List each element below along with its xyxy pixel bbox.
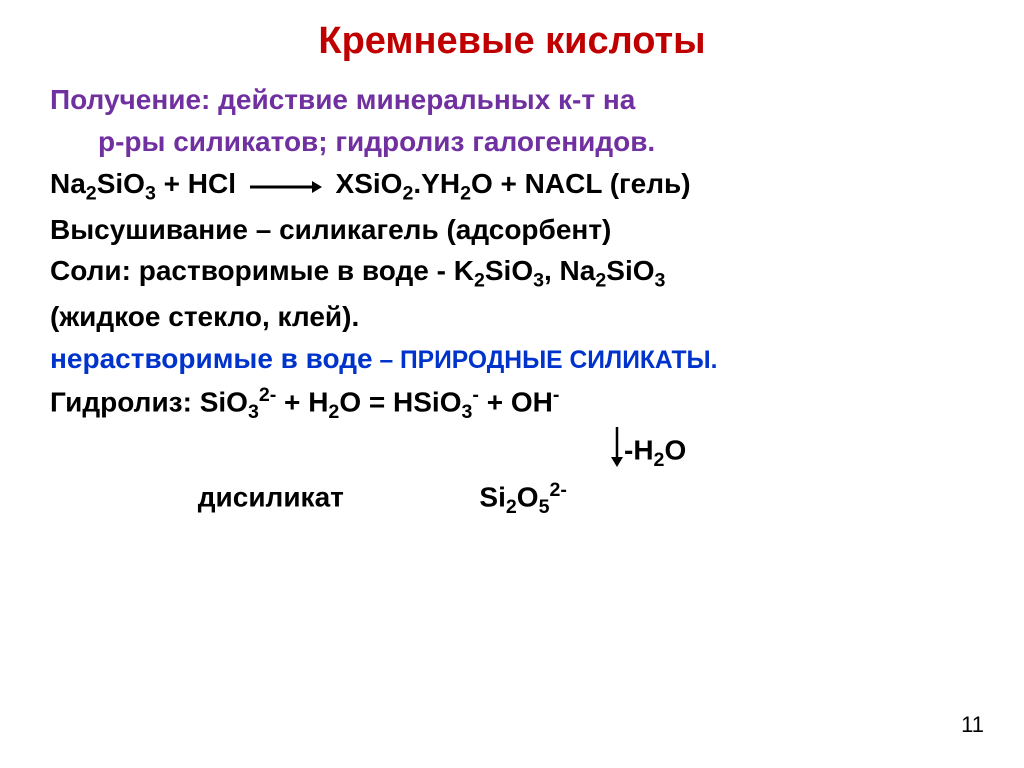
sub-5-a: 5 bbox=[539, 496, 550, 518]
text-o5: O bbox=[517, 482, 539, 513]
down-arrow-icon bbox=[610, 427, 624, 477]
sub-2-h: 2 bbox=[506, 496, 517, 518]
text-glass: (жидкое стекло, клей). bbox=[50, 301, 359, 332]
text-hyd-3: O = HSiO bbox=[339, 386, 461, 417]
sub-2-a: 2 bbox=[86, 182, 97, 204]
label-obtaining: Получение: bbox=[50, 84, 218, 115]
title-text: Кремневые кислоты bbox=[318, 20, 705, 62]
sub-2-f: 2 bbox=[328, 401, 339, 423]
line-glass: (жидкое стекло, клей). bbox=[50, 298, 974, 336]
sub-3-a: 3 bbox=[145, 182, 156, 204]
text-si: Si bbox=[479, 482, 505, 513]
sub-3-e: 3 bbox=[461, 401, 472, 423]
sup-m-b: - bbox=[553, 384, 560, 406]
text-salts-3: , Na bbox=[544, 255, 595, 286]
line-insoluble: нерастворимые в воде – ПРИРОДНЫЕ СИЛИКАТ… bbox=[50, 340, 974, 378]
text-obtaining-1: действие минеральных к-т на bbox=[218, 84, 635, 115]
eq1-nacl: O + NACL (гель) bbox=[471, 168, 691, 199]
text-hyd-2: + H bbox=[276, 386, 328, 417]
line-hydrolysis: Гидролиз: SiO32- + H2O = HSiO3- + OH- bbox=[50, 382, 974, 425]
eq1-sio: SiO bbox=[97, 168, 145, 199]
sup-2m-a: 2- bbox=[259, 384, 276, 406]
text-disilicate: дисиликат bbox=[198, 482, 344, 513]
text-salts-4: SiO bbox=[606, 255, 654, 286]
text-salts-1: Соли: растворимые в воде - K bbox=[50, 255, 474, 286]
line-obtaining-2: р-ры силикатов; гидролиз галогенидов. bbox=[98, 123, 974, 161]
sub-3-c: 3 bbox=[655, 270, 666, 292]
sub-2-c: 2 bbox=[460, 182, 471, 204]
sub-3-b: 3 bbox=[533, 270, 544, 292]
page-number: 11 bbox=[961, 712, 984, 738]
line-disilicate: дисиликат Si2O52- bbox=[50, 477, 974, 520]
text-o: O bbox=[664, 435, 686, 466]
text-insoluble-2: – ПРИРОДНЫЕ СИЛИКАТЫ. bbox=[373, 347, 718, 374]
sub-2-e: 2 bbox=[595, 270, 606, 292]
line-salts: Соли: растворимые в воде - K2SiO3, Na2Si… bbox=[50, 252, 974, 294]
text-salts-2: SiO bbox=[485, 255, 533, 286]
eq1-na: Na bbox=[50, 168, 86, 199]
slide-title: Кремневые кислоты bbox=[50, 20, 974, 63]
equation-1: Na2SiO3 + HCl XSiO2.YH2O + NACL (гель) bbox=[50, 165, 974, 207]
text-obtaining-2: р-ры силикатов; гидролиз галогенидов. bbox=[98, 126, 655, 157]
text-hyd-4: + OH bbox=[479, 386, 553, 417]
sup-2m-b: 2- bbox=[549, 479, 566, 501]
sub-2-b: 2 bbox=[402, 182, 413, 204]
text-insoluble-1: нерастворимые в воде bbox=[50, 343, 373, 374]
text-drying: Высушивание – силикагель (адсорбент) bbox=[50, 214, 611, 245]
eq1-yh: .YH bbox=[413, 168, 460, 199]
line-dehydration: -H2O bbox=[50, 427, 974, 477]
sub-2-g: 2 bbox=[654, 449, 665, 471]
text-hyd-1: Гидролиз: SiO bbox=[50, 386, 248, 417]
eq1-xsio: XSiO bbox=[336, 168, 403, 199]
eq1-hcl: + HCl bbox=[156, 168, 236, 199]
sub-2-d: 2 bbox=[474, 270, 485, 292]
text-minus-h: -H bbox=[624, 435, 654, 466]
reaction-arrow-icon bbox=[250, 166, 322, 204]
line-drying: Высушивание – силикагель (адсорбент) bbox=[50, 211, 974, 249]
line-obtaining-1: Получение: действие минеральных к-т на bbox=[50, 81, 974, 119]
sub-3-d: 3 bbox=[248, 401, 259, 423]
page-number-text: 11 bbox=[961, 712, 984, 737]
